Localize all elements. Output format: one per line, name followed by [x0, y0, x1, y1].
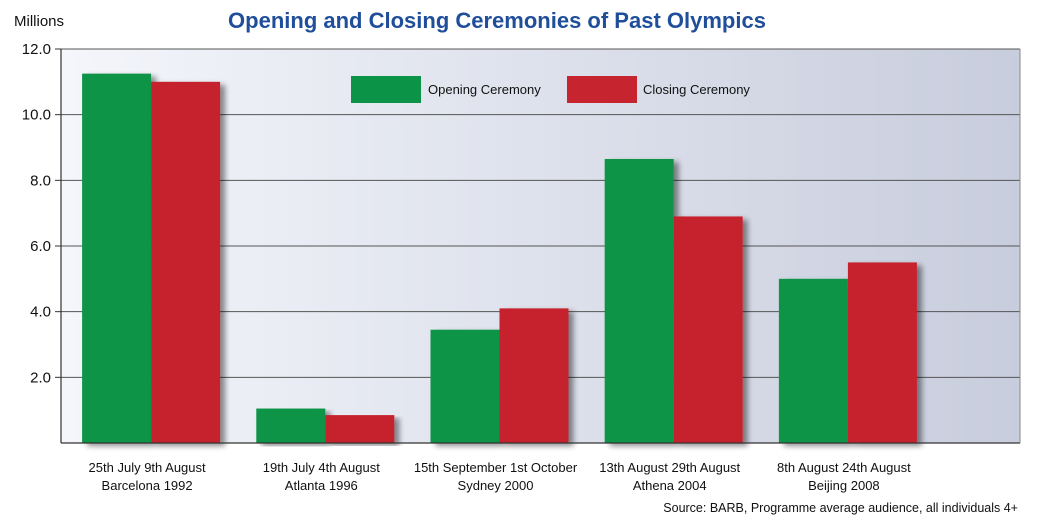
legend-swatch-closing [567, 76, 637, 103]
category-label-venue: Sydney 2000 [458, 478, 534, 493]
legend: Opening Ceremony Closing Ceremony [351, 76, 750, 103]
category-label-venue: Beijing 2008 [808, 478, 880, 493]
category-label-dates: 8th August 24th August [777, 460, 911, 475]
category-label-dates: 19th July 4th August [263, 460, 380, 475]
category-labels: 25th July 9th August Barcelona 1992 19th J… [89, 460, 912, 493]
category-label-venue: Barcelona 1992 [102, 478, 193, 493]
bar-opening [82, 73, 152, 443]
bar-closing [151, 81, 221, 443]
legend-label-opening: Opening Ceremony [428, 82, 541, 97]
bar-opening [778, 278, 848, 443]
bar-closing [847, 262, 917, 443]
bar-closing [325, 415, 395, 443]
bar-closing [499, 308, 569, 443]
bar-opening [604, 158, 674, 443]
bar-opening [430, 329, 500, 443]
category-label-dates: 13th August 29th August [599, 460, 740, 475]
bar-opening [256, 408, 326, 443]
y-tick-label: 2.0 [30, 369, 51, 386]
bars [82, 73, 917, 443]
category-label-venue: Atlanta 1996 [285, 478, 358, 493]
category-label-dates: 15th September 1st October [414, 460, 578, 475]
category-label-dates: 25th July 9th August [89, 460, 206, 475]
source-note: Source: BARB, Programme average audience… [663, 501, 1018, 515]
legend-swatch-opening [351, 76, 421, 103]
y-tick-labels: 2.0 4.0 6.0 8.0 10.0 12.0 [22, 41, 61, 386]
bar-closing [673, 216, 743, 443]
category-label-venue: Athena 2004 [633, 478, 707, 493]
y-tick-label: 8.0 [30, 172, 51, 189]
y-tick-label: 12.0 [22, 41, 51, 58]
y-axis-label: Millions [14, 13, 64, 30]
chart-title: Opening and Closing Ceremonies of Past O… [228, 8, 766, 33]
legend-label-closing: Closing Ceremony [643, 82, 750, 97]
y-tick-label: 10.0 [22, 107, 51, 124]
y-tick-label: 6.0 [30, 238, 51, 255]
y-tick-label: 4.0 [30, 304, 51, 321]
